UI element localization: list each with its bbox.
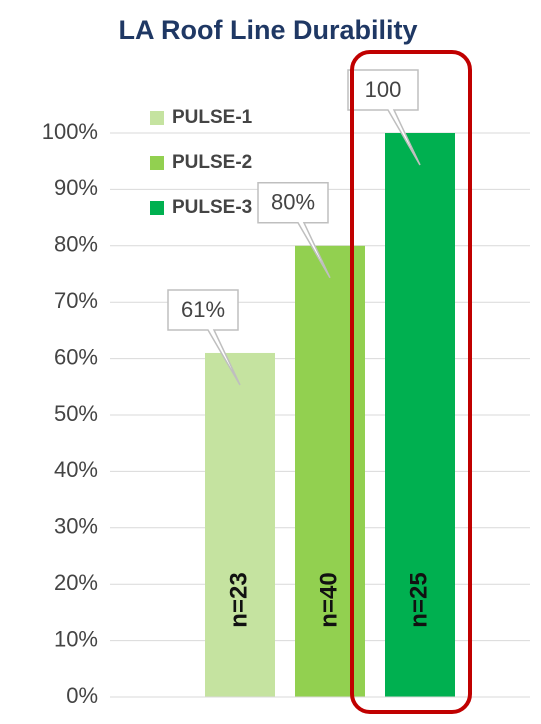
y-tick-label: 90% <box>54 175 98 200</box>
y-tick-label: 40% <box>54 457 98 482</box>
value-label: 80% <box>271 190 315 215</box>
y-tick-label: 30% <box>54 514 98 539</box>
y-tick-label: 20% <box>54 570 98 595</box>
highlight-box <box>350 50 472 714</box>
y-tick-label: 100% <box>42 119 98 144</box>
y-tick-label: 0% <box>66 683 98 708</box>
callout <box>167 289 241 386</box>
y-tick-label: 50% <box>54 401 98 426</box>
legend-swatch <box>150 156 164 170</box>
legend-label: PULSE-1 <box>172 107 253 128</box>
y-tick-label: 60% <box>54 344 98 369</box>
bar <box>295 245 365 698</box>
y-tick-label: 10% <box>54 626 98 651</box>
n-label: n=40 <box>315 572 342 627</box>
n-label: n=23 <box>225 572 252 627</box>
value-label: 100 <box>365 77 402 102</box>
legend-swatch <box>150 111 164 125</box>
value-label: 61% <box>181 297 225 322</box>
callout <box>257 182 331 279</box>
y-tick-label: 70% <box>54 288 98 313</box>
legend-label: PULSE-2 <box>172 152 252 173</box>
bar <box>205 352 275 697</box>
callout <box>347 69 421 166</box>
legend-swatch <box>150 201 164 215</box>
n-label: n=25 <box>405 572 432 627</box>
y-tick-label: 80% <box>54 232 98 257</box>
legend-label: PULSE-3 <box>172 197 252 218</box>
chart-title: LA Roof Line Durability <box>119 15 418 45</box>
bar <box>385 133 455 697</box>
